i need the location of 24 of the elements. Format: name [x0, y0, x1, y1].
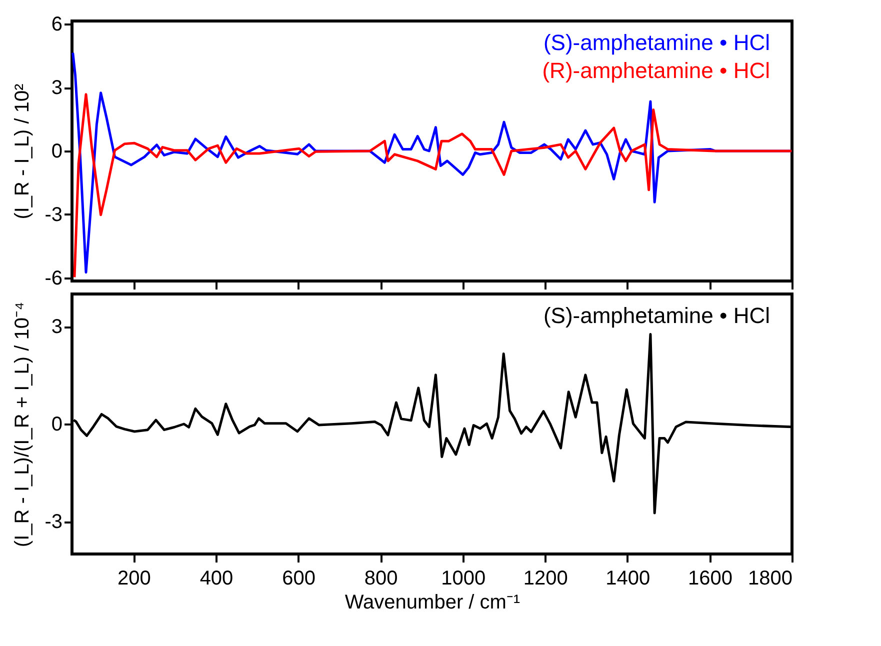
y-tick-label: -3 [44, 204, 62, 226]
text: (S)-amphetamine • HCl [543, 30, 770, 55]
y-tick-label: -3 [44, 511, 62, 533]
y-axis-title: (I_R - I_L)/(I_R + I_L) / 10⁻⁴ [12, 302, 34, 548]
x-tick-label: 800 [364, 568, 398, 590]
x-tick-label: 1200 [523, 568, 568, 590]
series-label: (R)-amphetamine • HCl [542, 58, 770, 83]
x-tick-label: 1000 [441, 568, 486, 590]
x-tick-label: 200 [118, 568, 151, 590]
series-label: (S)-amphetamine • HCl [543, 303, 770, 328]
x-tick-label: 1800 [748, 568, 792, 590]
x-tick-label: 600 [282, 568, 316, 590]
x-tick-label: 1400 [606, 568, 650, 590]
y-tick-label: 0 [51, 140, 62, 162]
x-tick-label: 400 [200, 568, 234, 590]
y-tick-label: 3 [51, 77, 62, 100]
y-tick-label: 3 [51, 316, 62, 338]
y-tick-label: -6 [44, 267, 62, 290]
x-axis-title: Wavenumber / cm⁻¹ [344, 592, 520, 614]
line-series [73, 93, 793, 278]
y-tick-label: 6 [51, 14, 62, 36]
y-tick-label: 0 [51, 414, 62, 436]
x-tick-label: 1600 [688, 568, 732, 590]
y-axis-title: (I_R - I_L) / 10² [12, 83, 34, 220]
